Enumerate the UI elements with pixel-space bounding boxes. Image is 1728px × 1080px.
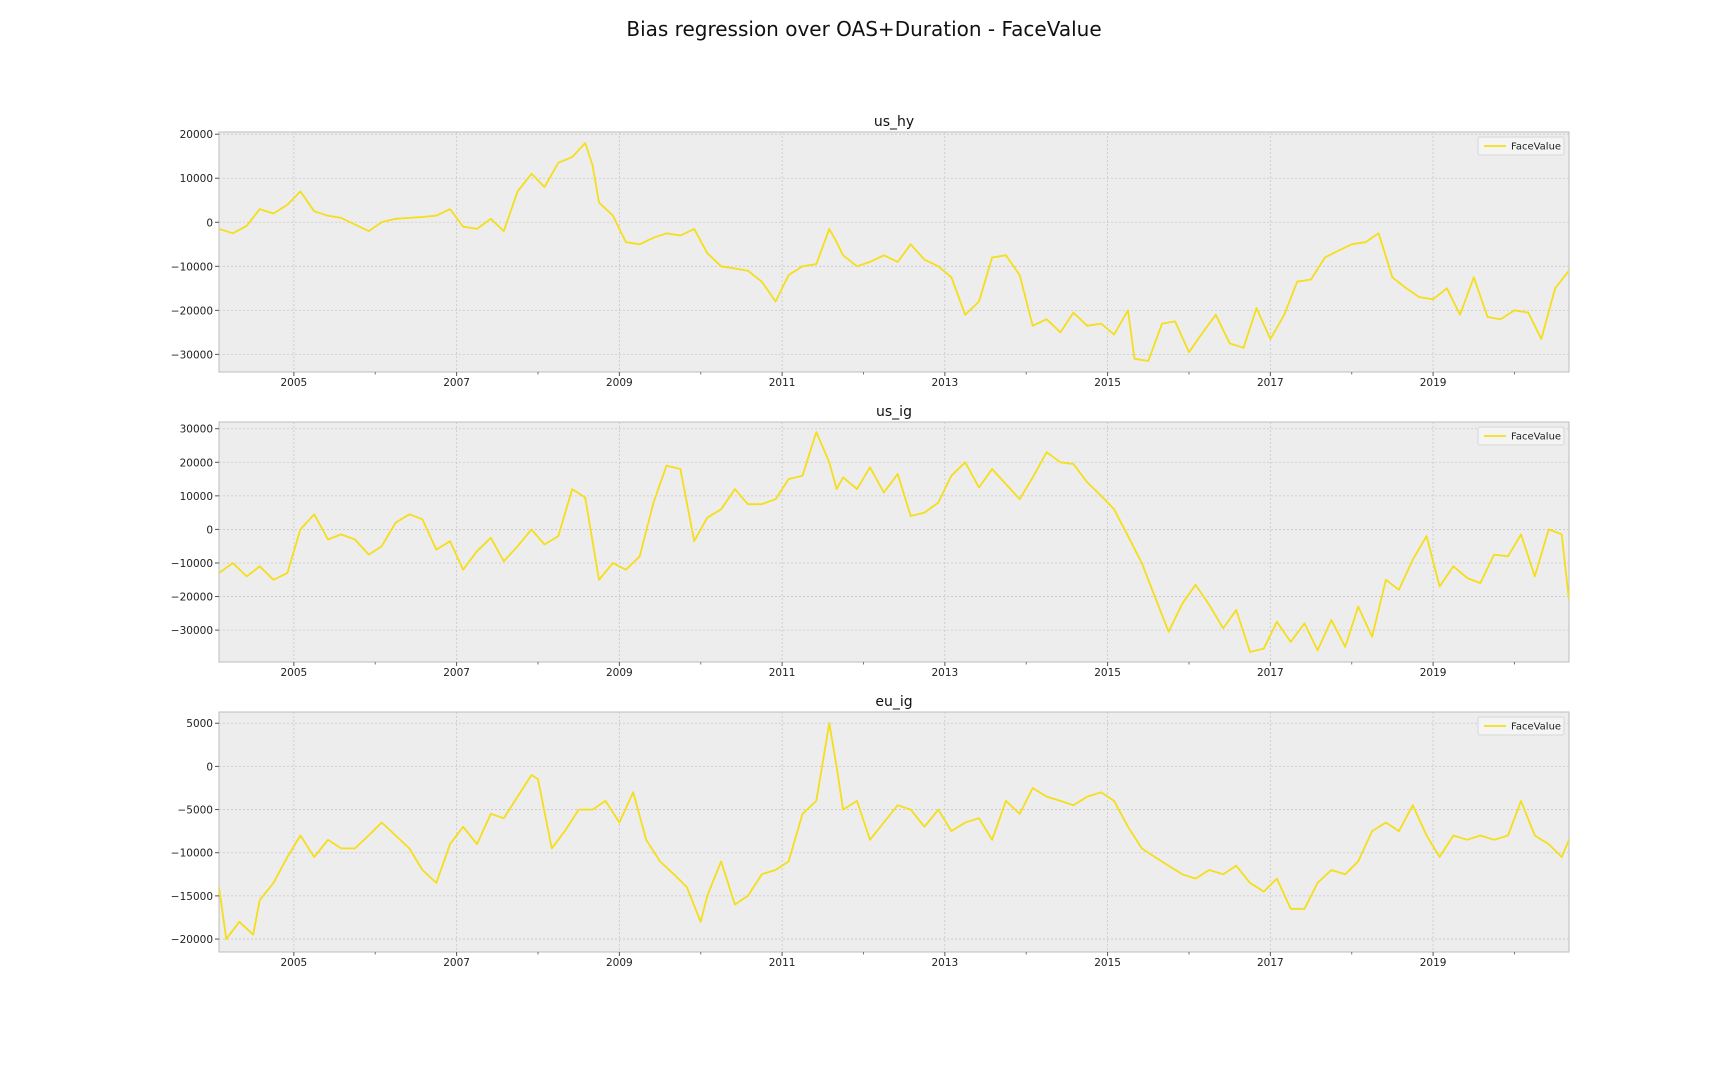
y-tick-label: −30000 (171, 625, 213, 637)
y-tick-label: −10000 (171, 848, 213, 860)
y-tick-label: 20000 (180, 129, 213, 141)
y-tick-label: −20000 (171, 592, 213, 604)
legend-box (1477, 426, 1565, 446)
y-tick-label: −5000 (177, 805, 213, 817)
y-tick-label: 30000 (180, 424, 213, 436)
y-tick-label: 20000 (180, 457, 213, 469)
x-tick-label: 2017 (1257, 957, 1284, 969)
y-tick-label: 5000 (186, 718, 213, 730)
figure-title: Bias regression over OAS+Duration - Face… (626, 17, 1102, 41)
x-tick-label: 2005 (280, 667, 307, 679)
x-tick-label: 2009 (606, 957, 633, 969)
x-tick-label: 2007 (443, 377, 470, 389)
y-tick-label: 0 (206, 524, 213, 536)
legend-label: FaceValue (1511, 722, 1561, 733)
plot-area (218, 711, 1570, 953)
x-tick-label: 2011 (769, 377, 796, 389)
x-tick-label: 2005 (280, 377, 307, 389)
y-tick-label: 0 (206, 761, 213, 773)
x-tick-label: 2007 (443, 667, 470, 679)
y-tick-label: −20000 (171, 934, 213, 946)
y-tick-label: −10000 (171, 261, 213, 273)
x-tick-label: 2017 (1257, 377, 1284, 389)
series-line-facevalue (219, 142, 1569, 362)
legend-box (1477, 716, 1565, 736)
y-tick-label: −15000 (171, 891, 213, 903)
subplot-title: eu_ig (875, 694, 912, 710)
x-tick-label: 2019 (1420, 377, 1447, 389)
x-tick-label: 2015 (1094, 667, 1121, 679)
subplot-title: us_hy (874, 114, 914, 130)
x-tick-label: 2013 (931, 957, 958, 969)
x-tick-label: 2011 (769, 957, 796, 969)
x-tick-label: 2011 (769, 667, 796, 679)
series-line-facevalue (219, 431, 1569, 653)
legend-label: FaceValue (1511, 432, 1561, 443)
y-tick-label: 10000 (180, 491, 213, 503)
y-tick-label: 10000 (180, 173, 213, 185)
subplot-title: us_ig (876, 404, 912, 420)
x-tick-label: 2013 (931, 377, 958, 389)
series-line-facevalue (219, 722, 1569, 940)
x-tick-label: 2017 (1257, 667, 1284, 679)
y-tick-label: −20000 (171, 305, 213, 317)
x-tick-label: 2019 (1420, 957, 1447, 969)
y-tick-label: −30000 (171, 349, 213, 361)
x-tick-label: 2015 (1094, 957, 1121, 969)
x-tick-label: 2013 (931, 667, 958, 679)
x-tick-label: 2005 (280, 957, 307, 969)
y-tick-label: −10000 (171, 558, 213, 570)
plot-area (218, 131, 1570, 373)
legend-box (1477, 136, 1565, 156)
x-tick-label: 2009 (606, 667, 633, 679)
x-tick-label: 2007 (443, 957, 470, 969)
y-tick-label: 0 (206, 217, 213, 229)
x-tick-label: 2019 (1420, 667, 1447, 679)
x-tick-label: 2009 (606, 377, 633, 389)
legend-label: FaceValue (1511, 142, 1561, 153)
x-tick-label: 2015 (1094, 377, 1121, 389)
